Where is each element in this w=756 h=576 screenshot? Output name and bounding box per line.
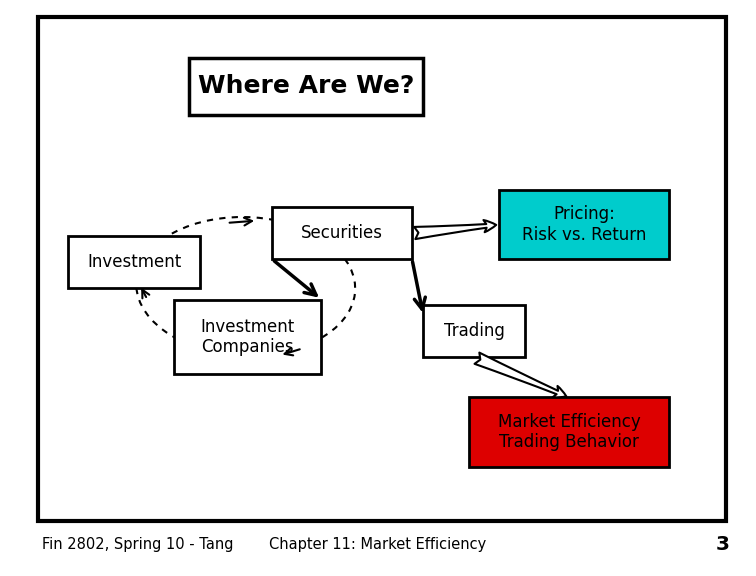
Text: Where Are We?: Where Are We? [198,74,414,98]
Bar [174,300,321,374]
Text: Securities: Securities [301,224,383,242]
Text: Investment
Companies: Investment Companies [200,317,295,357]
FancyArrowPatch shape [230,218,252,225]
Text: Investment: Investment [87,253,181,271]
Text: Pricing:
Risk vs. Return: Pricing: Risk vs. Return [522,205,646,244]
Text: Chapter 11: Market Efficiency: Chapter 11: Market Efficiency [269,537,487,552]
Bar [499,190,669,259]
Text: Market Efficiency
Trading Behavior: Market Efficiency Trading Behavior [497,412,640,452]
FancyArrowPatch shape [142,290,149,298]
FancyArrowPatch shape [284,348,299,355]
Bar [189,58,423,115]
Text: Fin 2802, Spring 10 - Tang: Fin 2802, Spring 10 - Tang [42,537,233,552]
Bar [38,17,726,521]
Bar [423,305,525,357]
Text: 3: 3 [715,535,730,554]
Text: Trading: Trading [444,322,505,340]
Bar [469,397,669,467]
Bar [68,236,200,288]
Bar [272,207,412,259]
